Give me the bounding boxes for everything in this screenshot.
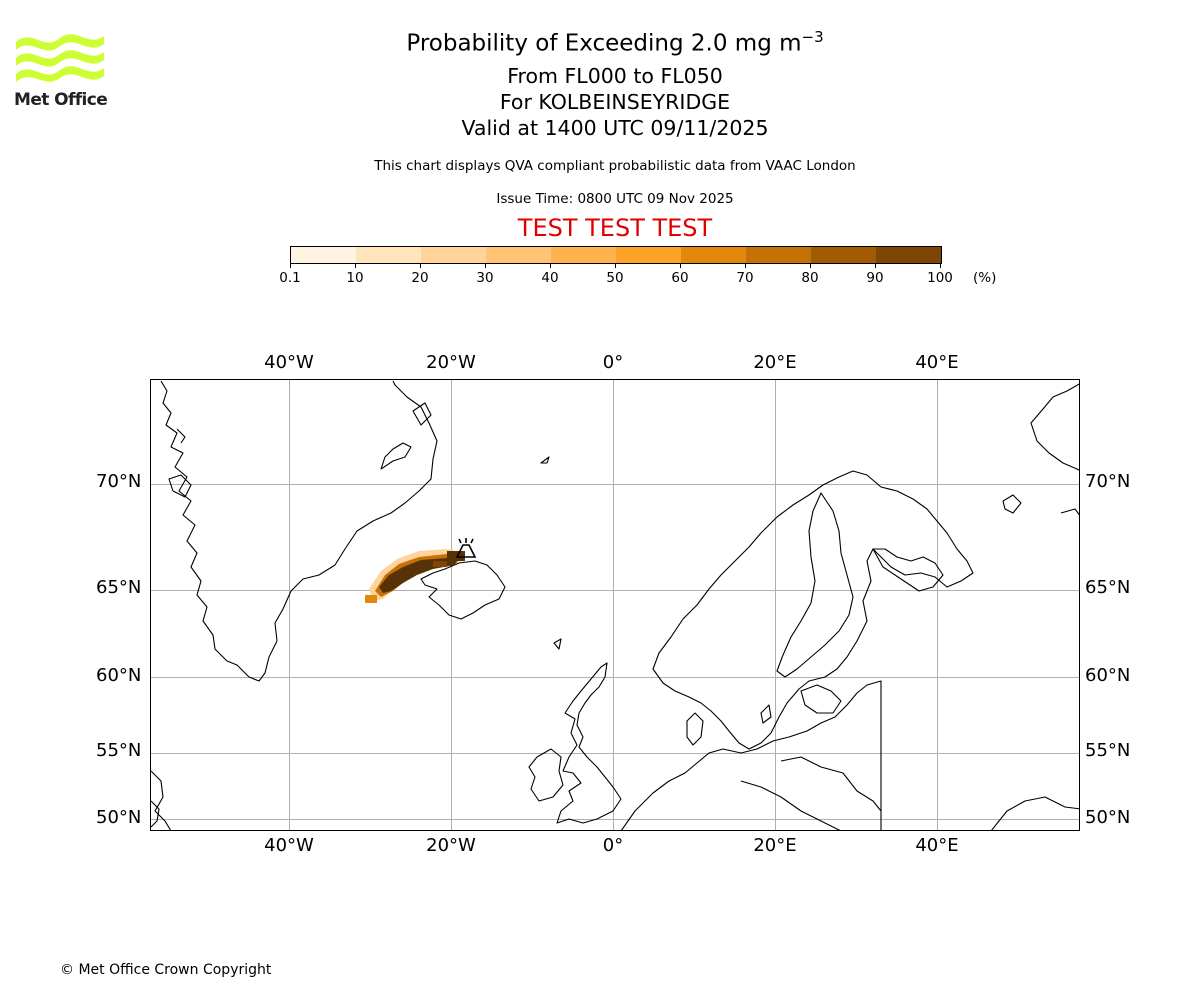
colorbar-tick — [875, 263, 876, 268]
colorbar-tick-label: 20 — [411, 270, 429, 286]
chart-title-text: Probability of Exceeding 2.0 mg m — [406, 30, 802, 57]
bottom-lon-label: 20°W — [426, 835, 476, 856]
ireland-coastline — [528, 748, 564, 802]
chart-title-superscript: −3 — [801, 28, 824, 46]
greenland-coastline — [160, 380, 438, 682]
map-frame — [150, 379, 1080, 831]
colorbar-tick-label: 60 — [671, 270, 689, 286]
colorbar-tick — [940, 263, 941, 268]
bottom-lon-label: 0° — [602, 835, 624, 856]
chart-title: Probability of Exceeding 2.0 mg m−3 — [0, 28, 1200, 57]
colorbar-tick-label: 80 — [801, 270, 819, 286]
gridline-lat — [151, 484, 1079, 485]
colorbar-tick — [420, 263, 421, 268]
description-line: This chart displays QVA compliant probab… — [374, 158, 856, 174]
gridline-lon — [613, 380, 614, 830]
left-lat-label: 70°N — [96, 471, 142, 492]
top-lon-label: 20°E — [753, 352, 797, 373]
gridline-lon — [451, 380, 452, 830]
gridline-lon — [289, 380, 290, 830]
gridline-lat — [151, 677, 1079, 678]
colorbar-segment — [681, 247, 746, 263]
ash-probability-field — [365, 549, 465, 603]
location-line: For KOLBEINSEYRIDGE — [499, 90, 731, 114]
iceland-coastline — [420, 560, 506, 620]
colorbar-tick-label: 0.1 — [279, 270, 301, 286]
gridline-lon — [775, 380, 776, 830]
gridline-lat — [151, 753, 1079, 754]
colorbar-segment — [356, 247, 421, 263]
valid-time: Valid at 1400 UTC 09/11/2025 — [461, 116, 769, 140]
gridline-lat — [151, 590, 1079, 591]
test-banner: TEST TEST TEST — [517, 214, 713, 242]
top-lon-label: 40°E — [915, 352, 959, 373]
colorbar-unit: (%) — [973, 270, 997, 286]
colorbar-segment — [876, 247, 941, 263]
top-lon-label: 40°W — [264, 352, 314, 373]
colorbar-tick — [680, 263, 681, 268]
europe-coastline — [621, 680, 882, 830]
bottom-lon-label: 40°E — [915, 835, 959, 856]
left-lat-label: 60°N — [96, 665, 142, 686]
top-lon-label: 20°W — [426, 352, 476, 373]
colorbar-tick-label: 100 — [927, 270, 953, 286]
bottom-lon-label: 20°E — [753, 835, 797, 856]
colorbar-tick-label: 30 — [476, 270, 494, 286]
colorbar-tick — [745, 263, 746, 268]
colorbar-tick-label: 40 — [541, 270, 559, 286]
colorbar-segment — [811, 247, 876, 263]
right-lat-label: 70°N — [1085, 471, 1131, 492]
left-lat-label: 55°N — [96, 740, 142, 761]
colorbar-tick — [810, 263, 811, 268]
met-office-logo: Met Office — [14, 30, 114, 112]
scandinavia-coastline — [652, 470, 974, 750]
gridline-lon — [937, 380, 938, 830]
right-lat-label: 65°N — [1085, 577, 1131, 598]
colorbar-segment — [421, 247, 486, 263]
bottom-lon-label: 40°W — [264, 835, 314, 856]
probability-colorbar — [290, 246, 942, 264]
map-coastlines — [151, 380, 1079, 830]
left-lat-label: 50°N — [96, 807, 142, 828]
british-isles-coastline — [556, 662, 622, 824]
colorbar-tick-label: 90 — [866, 270, 884, 286]
right-lat-label: 60°N — [1085, 665, 1131, 686]
volcano-icon — [455, 538, 477, 558]
issue-time: Issue Time: 0800 UTC 09 Nov 2025 — [496, 191, 734, 207]
colorbar-tick — [485, 263, 486, 268]
colorbar-segment — [746, 247, 811, 263]
met-office-logo-text: Met Office — [14, 90, 108, 110]
colorbar-segment — [291, 247, 356, 263]
left-lat-label: 65°N — [96, 577, 142, 598]
flight-levels: From FL000 to FL050 — [507, 64, 723, 88]
colorbar-tick — [550, 263, 551, 268]
colorbar-segment — [486, 247, 551, 263]
colorbar-segment — [616, 247, 681, 263]
colorbar-tick — [290, 263, 291, 268]
colorbar-tick — [615, 263, 616, 268]
gridline-lat — [151, 819, 1079, 820]
copyright: © Met Office Crown Copyright — [60, 962, 272, 978]
colorbar-tick-label: 70 — [736, 270, 754, 286]
colorbar-tick-label: 50 — [606, 270, 624, 286]
colorbar-tick — [355, 263, 356, 268]
met-office-wave-logo — [16, 34, 104, 82]
right-lat-label: 55°N — [1085, 740, 1131, 761]
top-lon-label: 0° — [602, 352, 624, 373]
colorbar-segment — [551, 247, 616, 263]
colorbar-tick-label: 10 — [346, 270, 364, 286]
right-lat-label: 50°N — [1085, 807, 1131, 828]
